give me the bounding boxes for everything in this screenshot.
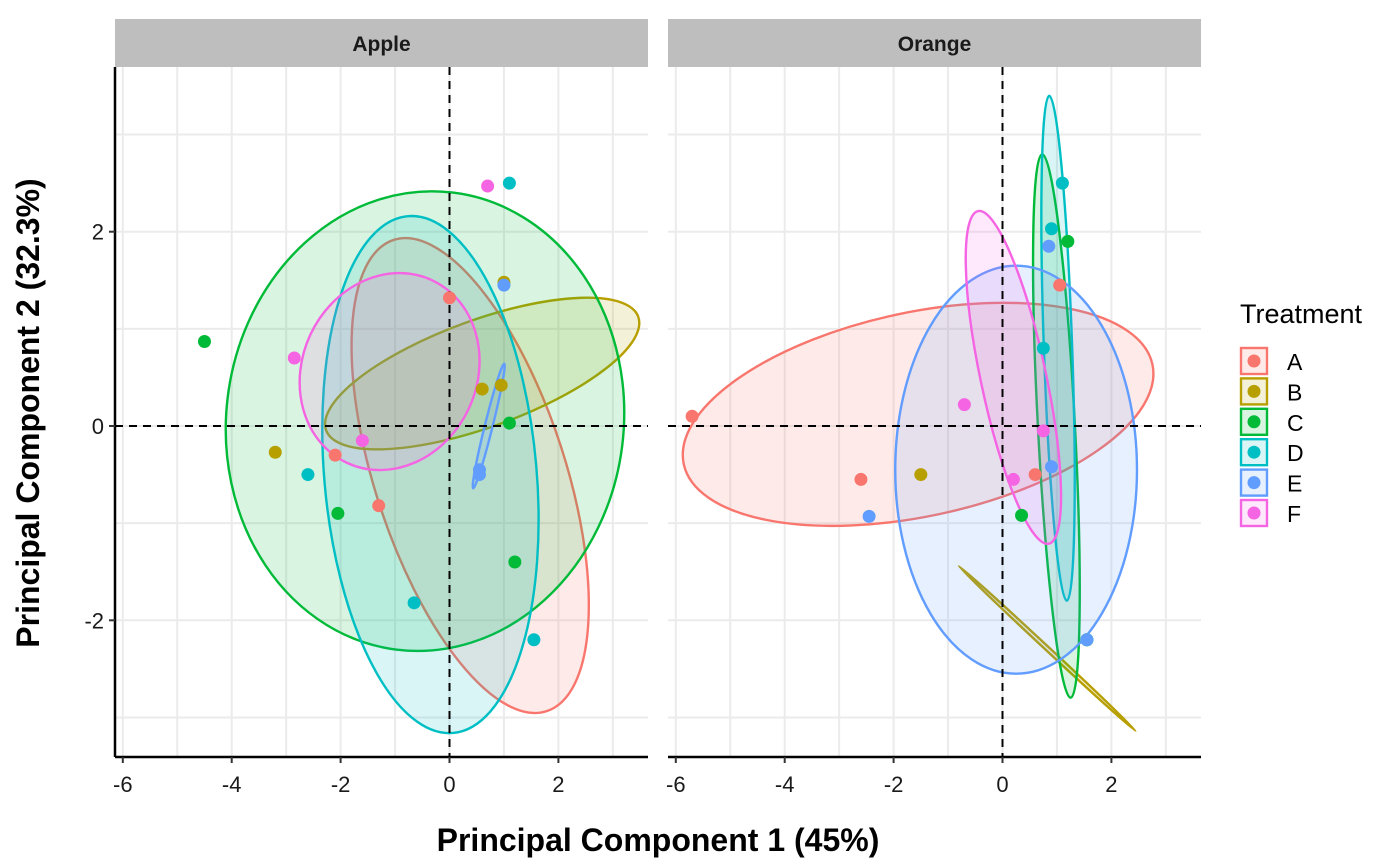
point-A	[443, 291, 456, 305]
x-tick-label: -2	[331, 772, 351, 797]
legend-key-point	[1247, 506, 1261, 520]
points	[685, 176, 1094, 647]
legend-key-point	[1247, 384, 1261, 398]
legend-key-point	[1247, 354, 1261, 368]
legend-label: E	[1287, 471, 1302, 497]
x-tick-label: -6	[666, 772, 686, 797]
point-D	[301, 468, 315, 482]
point-A	[372, 499, 386, 513]
legend-label: F	[1287, 501, 1301, 527]
legend-item-F: F	[1239, 498, 1301, 528]
legend-key	[1239, 498, 1269, 528]
point-D	[527, 633, 541, 647]
point-E	[472, 468, 486, 482]
legend-key-point	[1247, 476, 1261, 490]
legend-label: C	[1287, 410, 1304, 436]
x-tick-label: -4	[775, 772, 795, 797]
legend-key	[1239, 377, 1269, 406]
point-D	[407, 596, 421, 610]
point-F	[355, 434, 369, 448]
point-F	[287, 351, 301, 365]
x-tick-label: -4	[222, 772, 242, 797]
strip-background	[115, 19, 648, 67]
point-A	[328, 448, 342, 462]
legend-item-C: C	[1239, 407, 1304, 436]
point-F	[957, 398, 971, 412]
legend-label: A	[1287, 349, 1303, 375]
point-E	[1080, 633, 1094, 647]
facet-panels: Apple -2 0 2 -6 -4 -2 0 2 Orange -6 -4 -2 0 2	[84, 19, 1201, 797]
strip-label: Orange	[898, 33, 972, 56]
points	[197, 176, 541, 647]
legend-item-D: D	[1239, 438, 1304, 467]
point-B	[914, 468, 928, 482]
panel-apple: Apple -2 0 2 -6 -4 -2 0 2	[84, 19, 648, 797]
legend-item-A: A	[1239, 346, 1303, 376]
panel-orange: Orange -6 -4 -2 0 2	[666, 19, 1201, 797]
point-E	[1042, 239, 1056, 253]
ellipse-D	[321, 214, 540, 735]
ellipses	[681, 94, 1155, 733]
x-tick-label: 2	[1105, 772, 1117, 797]
point-C	[1015, 508, 1029, 522]
point-B	[268, 445, 282, 459]
point-D	[502, 176, 516, 190]
point-D	[1055, 176, 1069, 190]
x-axis-title: Principal Component 1 (45%)	[437, 822, 880, 858]
y-axis-title: Principal Component 2 (32.3%)	[10, 178, 46, 647]
legend-key-point	[1247, 445, 1261, 459]
x-tick-label: -6	[113, 772, 133, 797]
point-D	[1045, 222, 1059, 236]
strip-label: Apple	[352, 33, 410, 56]
ellipse-B	[323, 296, 641, 451]
point-A	[685, 409, 699, 423]
ellipse-F	[298, 271, 481, 472]
legend-title: Treatment	[1240, 299, 1363, 329]
point-E	[497, 278, 511, 292]
point-E	[1045, 460, 1059, 474]
point-A	[854, 472, 868, 486]
point-A	[1053, 278, 1067, 292]
point-C	[331, 506, 345, 520]
y-tick-label: 2	[92, 220, 104, 245]
ellipse-C	[224, 190, 626, 653]
legend-key-point	[1247, 415, 1261, 429]
point-C	[508, 555, 522, 569]
point-C	[502, 416, 516, 430]
point-C	[1061, 234, 1075, 248]
y-tick-label: -2	[84, 608, 104, 633]
legend-item-E: E	[1239, 468, 1302, 497]
point-F	[1006, 472, 1020, 486]
ellipse-F	[964, 209, 1063, 546]
x-tick-label: 0	[996, 772, 1008, 797]
ellipse-B	[957, 564, 1137, 733]
point-A	[1028, 468, 1042, 482]
ellipses	[224, 190, 641, 735]
point-C	[197, 334, 211, 348]
legend-label: D	[1287, 440, 1304, 466]
point-B	[494, 378, 508, 392]
x-tick-label: 0	[443, 772, 455, 797]
point-E	[862, 509, 876, 523]
x-tick-label: -2	[884, 772, 904, 797]
legend-item-B: B	[1239, 377, 1302, 406]
point-F	[1036, 424, 1050, 438]
y-tick-label: 0	[92, 414, 104, 439]
point-D	[1036, 341, 1050, 355]
point-F	[481, 179, 495, 193]
x-tick-label: 2	[552, 772, 564, 797]
strip-background	[668, 19, 1201, 67]
point-B	[475, 382, 489, 396]
legend-label: B	[1287, 379, 1302, 405]
